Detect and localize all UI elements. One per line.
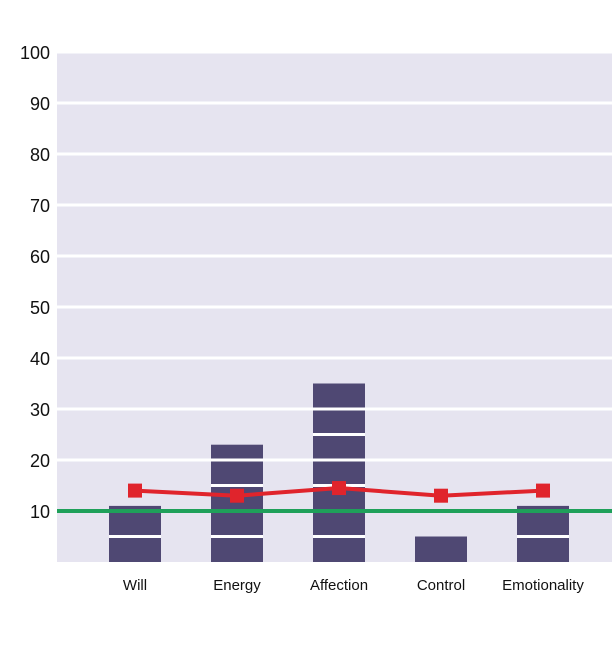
y-tick-label: 70 [30, 196, 50, 216]
line-point-will [128, 483, 142, 498]
line-point-energy [230, 488, 244, 503]
x-tick-label: Control [417, 577, 465, 594]
x-tick-label: Emotionality [502, 577, 584, 594]
x-tick-label: Energy [213, 577, 261, 594]
y-tick-label: 20 [30, 451, 50, 471]
bar-emotionality [517, 505, 569, 562]
y-tick-label: 30 [30, 400, 50, 420]
y-tick-label: 90 [30, 94, 50, 114]
line-point-control [434, 488, 448, 503]
bar-affection [313, 383, 365, 562]
bar-energy [211, 444, 263, 562]
y-axis-ticks: 10 20 30 40 50 60 70 80 90 100 [20, 43, 50, 522]
y-tick-label: 60 [30, 247, 50, 267]
line-point-emotionality [536, 483, 550, 498]
bar-control [415, 536, 467, 562]
bars [109, 383, 569, 562]
x-axis-ticks: Will Energy Affection Control Emotionality [123, 577, 584, 594]
y-tick-label: 100 [20, 43, 50, 63]
line-point-affection [332, 481, 346, 496]
y-tick-label: 10 [30, 502, 50, 522]
x-tick-label: Affection [310, 577, 368, 594]
y-tick-label: 50 [30, 298, 50, 318]
y-tick-label: 80 [30, 145, 50, 165]
gridlines [57, 50, 612, 538]
line-series [128, 481, 550, 503]
bar-will [109, 505, 161, 562]
x-tick-label: Will [123, 577, 147, 594]
y-tick-label: 40 [30, 349, 50, 369]
